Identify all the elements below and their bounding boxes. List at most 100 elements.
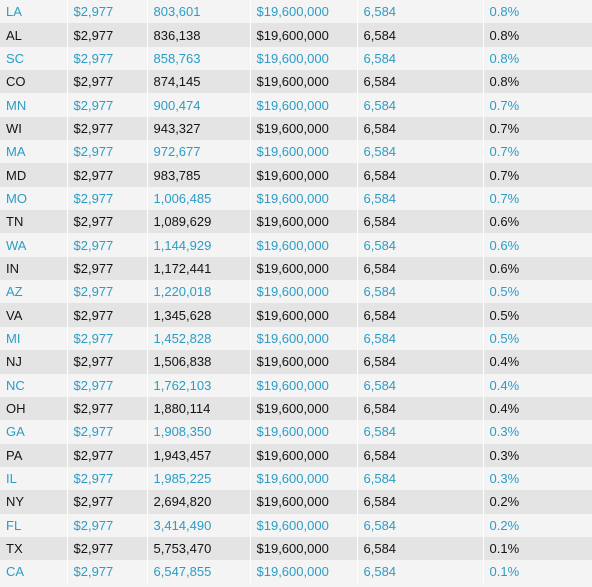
value-cell: $2,977 — [67, 116, 148, 141]
value-cell: $2,977 — [67, 303, 148, 327]
number-cell: 6,584 — [357, 396, 484, 421]
number-cell: 6,584 — [357, 350, 484, 374]
count-cell: 1,506,838 — [147, 350, 251, 374]
state-cell: IN — [0, 256, 68, 281]
state-cell: MD — [0, 163, 68, 187]
percent-cell: 0.7% — [483, 116, 592, 141]
amount-cell: $19,600,000 — [250, 46, 358, 71]
count-cell: 972,677 — [147, 140, 251, 164]
percent-cell: 0.2% — [483, 513, 592, 537]
table-row: IN $2,977 1,172,441 $19,600,000 6,584 0.6% — [0, 256, 592, 281]
value-cell: $2,977 — [67, 280, 148, 304]
table-row: NY $2,977 2,694,820 $19,600,000 6,584 0.2% — [0, 490, 592, 514]
amount-cell: $19,600,000 — [250, 536, 358, 561]
percent-cell: 0.7% — [483, 186, 592, 211]
state-cell: AL — [0, 23, 68, 47]
value-cell: $2,977 — [67, 350, 148, 374]
percent-cell: 0.1% — [483, 560, 592, 584]
number-cell: 6,584 — [357, 536, 484, 561]
value-cell: $2,977 — [67, 373, 148, 397]
count-cell: 5,753,470 — [147, 536, 251, 561]
value-cell: $2,977 — [67, 256, 148, 281]
amount-cell: $19,600,000 — [250, 490, 358, 514]
amount-cell: $19,600,000 — [250, 350, 358, 374]
number-cell: 6,584 — [357, 560, 484, 584]
percent-cell: 0.4% — [483, 350, 592, 374]
amount-cell: $19,600,000 — [250, 116, 358, 141]
percent-cell: 0.7% — [483, 93, 592, 117]
percent-cell: 0.7% — [483, 163, 592, 187]
count-cell: 1,172,441 — [147, 256, 251, 281]
percent-cell: 0.4% — [483, 396, 592, 421]
table-row: NJ $2,977 1,506,838 $19,600,000 6,584 0.4% — [0, 350, 592, 374]
value-cell: $2,977 — [67, 210, 148, 234]
table-row: FL $2,977 3,414,490 $19,600,000 6,584 0.2% — [0, 513, 592, 537]
value-cell: $2,977 — [67, 186, 148, 211]
percent-cell: 0.6% — [483, 210, 592, 234]
table-row: IL $2,977 1,985,225 $19,600,000 6,584 0.3% — [0, 466, 592, 491]
amount-cell: $19,600,000 — [250, 326, 358, 351]
amount-cell: $19,600,000 — [250, 186, 358, 211]
count-cell: 874,145 — [147, 70, 251, 94]
table-row: MN $2,977 900,474 $19,600,000 6,584 0.7% — [0, 93, 592, 117]
amount-cell: $19,600,000 — [250, 23, 358, 47]
table-row: NC $2,977 1,762,103 $19,600,000 6,584 0.4% — [0, 373, 592, 397]
percent-cell: 0.3% — [483, 420, 592, 444]
amount-cell: $19,600,000 — [250, 420, 358, 444]
amount-cell: $19,600,000 — [250, 513, 358, 537]
value-cell: $2,977 — [67, 490, 148, 514]
percent-cell: 0.8% — [483, 46, 592, 71]
percent-cell: 0.2% — [483, 490, 592, 514]
table-row: SC $2,977 858,763 $19,600,000 6,584 0.8% — [0, 46, 592, 71]
count-cell: 1,220,018 — [147, 280, 251, 304]
amount-cell: $19,600,000 — [250, 93, 358, 117]
amount-cell: $19,600,000 — [250, 233, 358, 257]
count-cell: 1,345,628 — [147, 303, 251, 327]
number-cell: 6,584 — [357, 420, 484, 444]
state-cell: IL — [0, 466, 68, 491]
number-cell: 6,584 — [357, 93, 484, 117]
table-row: WI $2,977 943,327 $19,600,000 6,584 0.7% — [0, 116, 592, 141]
percent-cell: 0.8% — [483, 0, 592, 24]
amount-cell: $19,600,000 — [250, 0, 358, 24]
number-cell: 6,584 — [357, 303, 484, 327]
state-cell: GA — [0, 420, 68, 444]
state-cell: NJ — [0, 350, 68, 374]
number-cell: 6,584 — [357, 513, 484, 537]
count-cell: 983,785 — [147, 163, 251, 187]
table-row: LA $2,977 803,601 $19,600,000 6,584 0.8% — [0, 0, 592, 24]
value-cell: $2,977 — [67, 163, 148, 187]
table-row: TX $2,977 5,753,470 $19,600,000 6,584 0.1% — [0, 536, 592, 561]
table-row: AL $2,977 836,138 $19,600,000 6,584 0.8% — [0, 23, 592, 47]
number-cell: 6,584 — [357, 280, 484, 304]
number-cell: 6,584 — [357, 116, 484, 141]
count-cell: 803,601 — [147, 0, 251, 24]
percent-cell: 0.7% — [483, 140, 592, 164]
percent-cell: 0.8% — [483, 23, 592, 47]
value-cell: $2,977 — [67, 46, 148, 71]
count-cell: 1,880,114 — [147, 396, 251, 421]
state-cell: NY — [0, 490, 68, 514]
percent-cell: 0.5% — [483, 326, 592, 351]
percent-cell: 0.3% — [483, 466, 592, 491]
value-cell: $2,977 — [67, 513, 148, 537]
percent-cell: 0.6% — [483, 256, 592, 281]
table-row: PA $2,977 1,943,457 $19,600,000 6,584 0.3% — [0, 443, 592, 467]
number-cell: 6,584 — [357, 140, 484, 164]
state-cell: MI — [0, 326, 68, 351]
amount-cell: $19,600,000 — [250, 466, 358, 491]
count-cell: 2,694,820 — [147, 490, 251, 514]
number-cell: 6,584 — [357, 23, 484, 47]
value-cell: $2,977 — [67, 23, 148, 47]
percent-cell: 0.8% — [483, 70, 592, 94]
percent-cell: 0.5% — [483, 280, 592, 304]
percent-cell: 0.1% — [483, 536, 592, 561]
state-cell: CO — [0, 70, 68, 94]
state-cell: LA — [0, 0, 68, 24]
state-cell: FL — [0, 513, 68, 537]
number-cell: 6,584 — [357, 163, 484, 187]
table-row: OH $2,977 1,880,114 $19,600,000 6,584 0.4% — [0, 396, 592, 421]
table-row: MI $2,977 1,452,828 $19,600,000 6,584 0.5% — [0, 326, 592, 351]
count-cell: 900,474 — [147, 93, 251, 117]
value-cell: $2,977 — [67, 0, 148, 24]
